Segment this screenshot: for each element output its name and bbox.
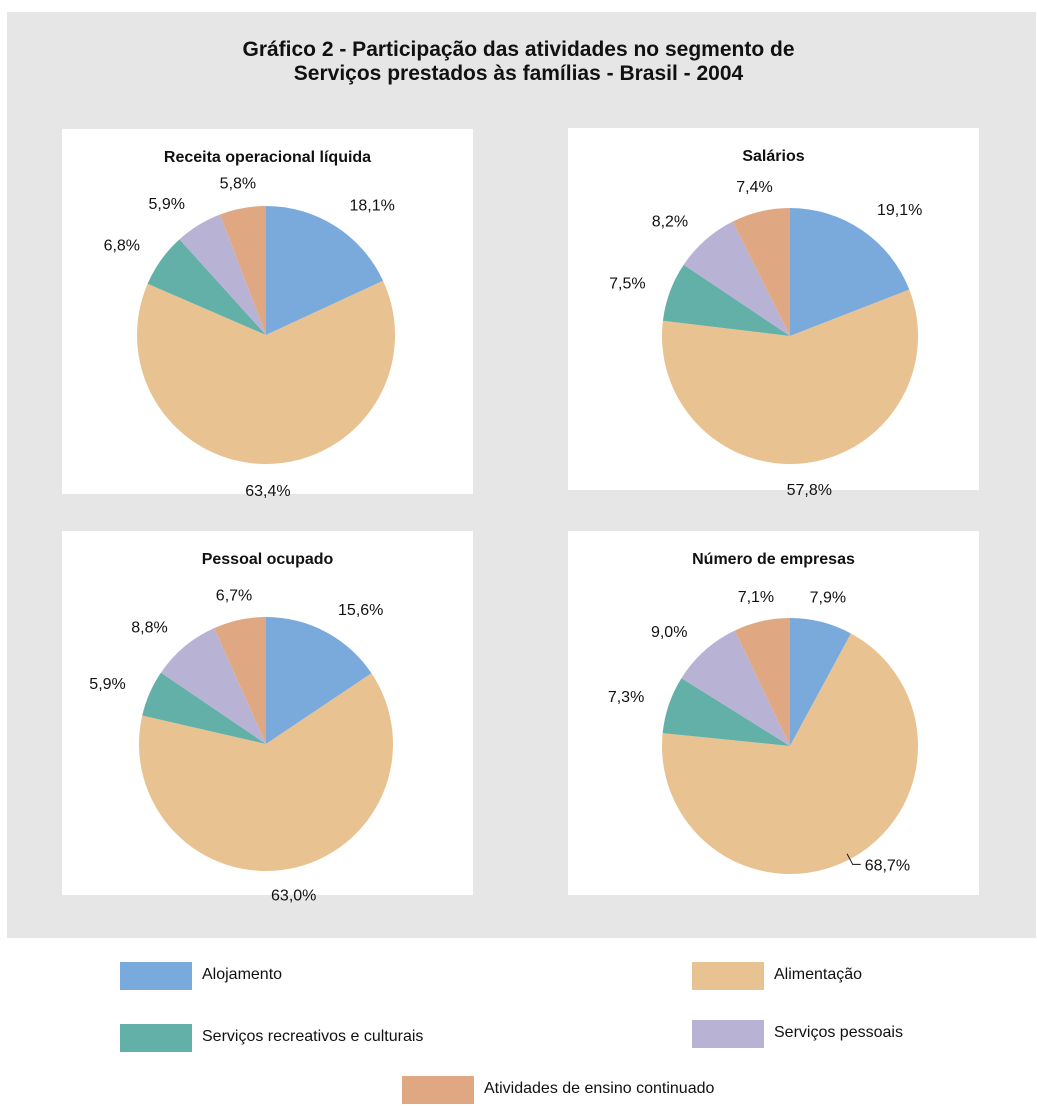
pie-slice-servicos-recreativos-e-culturais (147, 239, 266, 335)
pie-data-label: 15,6% (338, 602, 383, 619)
pie-chart-empresas: 7,9% 68,7% 7,3% 9,0% 7,1% (608, 589, 918, 874)
legend-swatch (402, 1076, 474, 1104)
pie-data-label: 6,8% (104, 238, 140, 255)
pie-title: Número de empresas (692, 551, 855, 568)
pie-data-label: 7,4% (736, 179, 772, 196)
chart-title-line1: Gráfico 2 - Participação das atividades … (242, 38, 795, 61)
legend-swatch (120, 1024, 192, 1052)
pie-data-label: 68,7% (865, 857, 910, 874)
legend-swatch (120, 962, 192, 990)
pie-slice-alimentacao (662, 289, 918, 464)
pie-panel-salarios: Salários 19,1% 57,8% 7,5% 8,2% 7,4% (568, 128, 979, 499)
pie-slice-alojamento (266, 617, 372, 744)
legend-label: Serviços recreativos e culturais (202, 1028, 424, 1045)
chart-title: Gráfico 2 - Participação das atividades … (0, 38, 1037, 86)
pie-slice-alimentacao (139, 673, 393, 871)
pie-data-label: 57,8% (787, 482, 832, 499)
pie-slice-atividades-de-ensino-continuado (214, 617, 266, 744)
legend-label: Serviços pessoais (774, 1024, 903, 1041)
pie-data-label: 8,2% (652, 213, 688, 230)
pie-slice-servicos-recreativos-e-culturais (662, 264, 790, 336)
pie-slice-alimentacao (662, 633, 918, 874)
pie-slice-servicos-pessoais (683, 221, 790, 336)
pie-data-label: 7,3% (608, 689, 644, 706)
pie-slice-servicos-recreativos-e-culturais (142, 672, 266, 744)
pie-data-label: 19,1% (877, 202, 922, 219)
pie-data-label: 63,4% (245, 483, 290, 500)
pie-data-label: 6,7% (216, 587, 252, 604)
pie-data-label: 18,1% (349, 197, 394, 214)
pie-data-label: 5,9% (149, 196, 185, 213)
pie-data-label: 7,5% (609, 275, 645, 292)
pie-data-label: 63,0% (271, 887, 316, 904)
chart-title-line2: Serviços prestados às famílias - Brasil … (293, 62, 744, 85)
pie-chart-receita: 18,1% 63,4% 6,8% 5,9% 5,8% (104, 176, 396, 500)
pie-title: Pessoal ocupado (201, 551, 334, 568)
pie-slice-alojamento (790, 618, 851, 746)
pie-slice-servicos-pessoais (681, 630, 790, 746)
legend-label: Atividades de ensino continuado (484, 1080, 715, 1097)
pie-slice-servicos-recreativos-e-culturais (662, 678, 790, 746)
legend-swatch (692, 1020, 764, 1048)
pie-slice-alojamento (266, 206, 384, 335)
pie-chart-pessoal: 15,6% 63,0% 5,9% 8,8% 6,7% (89, 587, 393, 904)
pie-data-label: 5,8% (220, 176, 256, 193)
pie-slice-alojamento (790, 208, 910, 336)
pie-slice-servicos-pessoais (160, 628, 266, 744)
pie-slice-atividades-de-ensino-continuado (220, 206, 266, 335)
pie-data-label: 7,9% (810, 590, 846, 607)
pie-leader-line (846, 853, 861, 865)
pie-data-label: 8,8% (131, 620, 167, 637)
pie-title: Salários (742, 148, 805, 165)
pie-data-label: 5,9% (89, 676, 125, 693)
pie-panel-empresas: Número de empresas 7,9% 68,7% 7,3% 9,0% 7,1% (568, 531, 979, 895)
pie-slice-servicos-pessoais (179, 214, 266, 335)
legend-label: Alimentação (774, 966, 863, 983)
pie-slice-atividades-de-ensino-continuado (732, 208, 790, 336)
legend-label: Alojamento (202, 966, 283, 983)
pie-data-label: 9,0% (651, 624, 687, 641)
pie-panel-receita: Receita operacional líquida 18,1% 63,4% 6,… (62, 129, 473, 500)
pie-data-label: 7,1% (738, 589, 774, 606)
pie-panel-pessoal: Pessoal ocupado 15,6% 63,0% 5,9% 8,8% 6,7% (62, 531, 473, 904)
pie-slice-atividades-de-ensino-continuado (734, 618, 790, 746)
pie-title: Receita operacional líquida (163, 149, 372, 166)
pie-slice-alimentacao (136, 280, 396, 464)
pie-chart-salarios: 19,1% 57,8% 7,5% 8,2% 7,4% (609, 179, 922, 499)
legend-swatch (692, 962, 764, 990)
